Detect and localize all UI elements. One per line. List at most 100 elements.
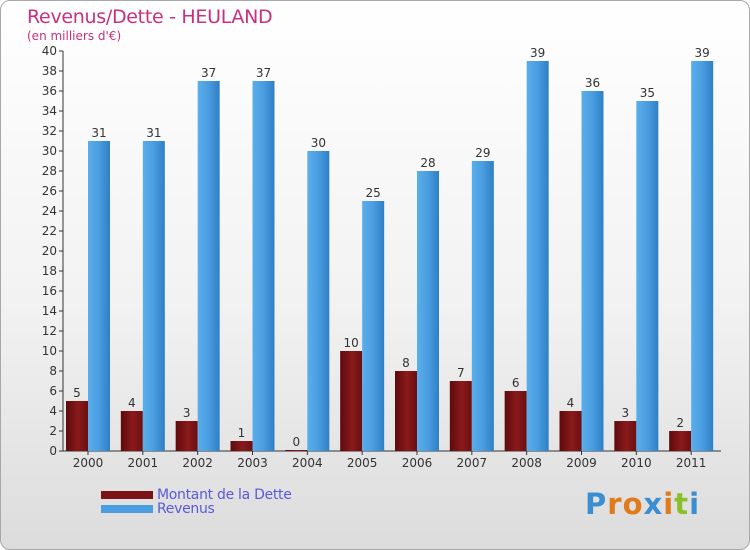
y-tick-label: 40 — [42, 44, 57, 58]
bar-debt — [395, 371, 417, 451]
x-tick-label: 2011 — [676, 456, 707, 470]
y-tick-label: 2 — [49, 424, 57, 438]
bar-debt — [285, 450, 308, 451]
x-tick-label: 2007 — [457, 456, 488, 470]
bar-debt — [175, 421, 198, 451]
y-tick-label: 32 — [42, 124, 57, 138]
bar-revenue — [197, 81, 220, 451]
axes: 0246810121416182022242628303234363840200… — [42, 44, 721, 470]
data-label-revenue: 29 — [475, 146, 490, 160]
y-tick-label: 30 — [42, 144, 57, 158]
data-label-debt: 10 — [344, 336, 359, 350]
data-label-revenue: 31 — [91, 126, 106, 140]
logo-letter: r — [607, 487, 623, 521]
bar-debt — [340, 351, 363, 451]
bars — [66, 61, 714, 451]
bar-debt — [230, 441, 253, 451]
bar-debt — [504, 391, 527, 451]
data-label-revenue: 31 — [146, 126, 161, 140]
data-label-debt: 3 — [183, 406, 191, 420]
y-tick-label: 14 — [42, 304, 57, 318]
logo-letter: x — [643, 487, 664, 521]
bar-revenue — [526, 61, 549, 451]
logo-letter: i — [663, 487, 675, 521]
data-label-debt: 5 — [73, 386, 81, 400]
data-label-debt: 0 — [293, 435, 301, 449]
y-tick-label: 10 — [42, 344, 57, 358]
y-tick-label: 4 — [49, 404, 57, 418]
logo-letter: t — [674, 487, 690, 521]
x-tick-label: 2003 — [237, 456, 268, 470]
data-label-debt: 8 — [402, 356, 410, 370]
y-tick-label: 34 — [42, 104, 57, 118]
logo-letter: i — [689, 487, 701, 521]
chart-subtitle: (en milliers d'€) — [27, 29, 122, 43]
bar-revenue — [142, 141, 165, 451]
bar-revenue — [252, 81, 275, 451]
logo-letter: o — [622, 487, 644, 521]
x-tick-label: 2009 — [566, 456, 597, 470]
data-label-revenue: 39 — [530, 46, 545, 60]
y-tick-label: 38 — [42, 64, 57, 78]
x-tick-label: 2004 — [292, 456, 323, 470]
legend-item-revenue: Revenus — [101, 501, 215, 517]
bar-debt — [614, 421, 637, 451]
data-label-debt: 1 — [238, 426, 246, 440]
y-tick-label: 36 — [42, 84, 57, 98]
y-tick-label: 28 — [42, 164, 57, 178]
legend-label-revenue: Revenus — [157, 501, 215, 517]
y-tick-label: 8 — [49, 364, 57, 378]
chart-title: Revenus/Dette - HEULAND — [27, 6, 273, 28]
y-tick-label: 12 — [42, 324, 57, 338]
data-label-revenue: 36 — [585, 76, 600, 90]
data-label-debt: 7 — [457, 366, 465, 380]
bar-revenue — [88, 141, 110, 451]
x-tick-label: 2008 — [511, 456, 542, 470]
bar-debt — [66, 401, 88, 451]
y-tick-label: 20 — [42, 244, 57, 258]
bar-debt — [120, 411, 143, 451]
data-label-revenue: 30 — [311, 136, 326, 150]
legend-swatch-debt — [101, 491, 153, 499]
bar-revenue — [307, 151, 330, 451]
data-label-debt: 4 — [567, 396, 575, 410]
data-label-debt: 6 — [512, 376, 520, 390]
x-tick-label: 2006 — [402, 456, 433, 470]
bar-revenue — [581, 91, 604, 451]
y-tick-label: 6 — [49, 384, 57, 398]
proxiti-logo: Proxiti — [585, 487, 700, 521]
y-tick-label: 24 — [42, 204, 57, 218]
y-tick-label: 26 — [42, 184, 57, 198]
logo-letter: P — [585, 487, 608, 521]
bar-revenue — [362, 201, 385, 451]
data-label-revenue: 28 — [420, 156, 435, 170]
legend-item-debt: Montant de la Dette — [101, 487, 292, 503]
bar-revenue — [417, 171, 439, 451]
bar-debt — [559, 411, 582, 451]
x-tick-label: 2002 — [182, 456, 213, 470]
data-label-revenue: 37 — [201, 66, 216, 80]
x-tick-label: 2001 — [128, 456, 159, 470]
data-label-revenue: 37 — [256, 66, 271, 80]
bar-revenue — [471, 161, 494, 451]
y-tick-label: 0 — [49, 444, 57, 458]
y-tick-label: 22 — [42, 224, 57, 238]
bar-revenue — [691, 61, 714, 451]
data-label-revenue: 25 — [366, 186, 381, 200]
data-label-revenue: 35 — [640, 86, 655, 100]
legend-label-debt: Montant de la Dette — [157, 487, 292, 503]
bar-revenue — [636, 101, 659, 451]
data-label-debt: 3 — [622, 406, 630, 420]
data-label-debt: 4 — [128, 396, 136, 410]
legend-swatch-revenue — [101, 505, 153, 513]
data-label-revenue: 39 — [695, 46, 710, 60]
y-tick-label: 18 — [42, 264, 57, 278]
data-label-debt: 2 — [676, 416, 684, 430]
x-tick-label: 2000 — [73, 456, 104, 470]
y-tick-label: 16 — [42, 284, 57, 298]
bar-debt — [449, 381, 472, 451]
x-tick-label: 2010 — [621, 456, 652, 470]
data-labels: 5 31 4 31 3 37 1 37 0 30 10 25 8 28 7 29 6 39 4 36 3 35 2 39 — [73, 46, 710, 449]
